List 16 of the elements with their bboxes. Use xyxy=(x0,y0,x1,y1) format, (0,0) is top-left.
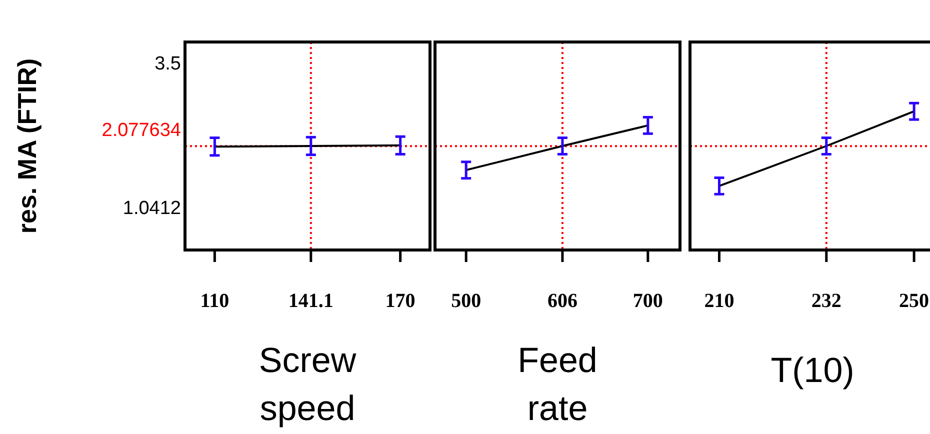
x-tick-label: 170 xyxy=(385,290,416,312)
x-axis-title: Screw speed xyxy=(258,341,357,428)
x-tick-label: 232 xyxy=(811,290,842,312)
x-tick-label: 141.1 xyxy=(288,290,334,312)
x-tick-label: 606 xyxy=(547,290,578,312)
x-axis-title: Feed rate xyxy=(518,341,598,428)
y-tick-label: 3.5 xyxy=(154,54,181,75)
x-axis-title: T(10) xyxy=(770,351,854,390)
y-axis-title: res. MA (FTIR) xyxy=(12,58,42,234)
x-tick-label: 210 xyxy=(704,290,734,312)
x-tick-label: 700 xyxy=(632,290,663,312)
x-tick-label: 250 xyxy=(899,290,930,312)
x-tick-label: 110 xyxy=(200,290,230,312)
x-tick-label: 500 xyxy=(451,290,482,312)
ref-line-label: 2.077634 xyxy=(102,120,182,142)
y-tick-label: 1.0412 xyxy=(122,198,181,220)
